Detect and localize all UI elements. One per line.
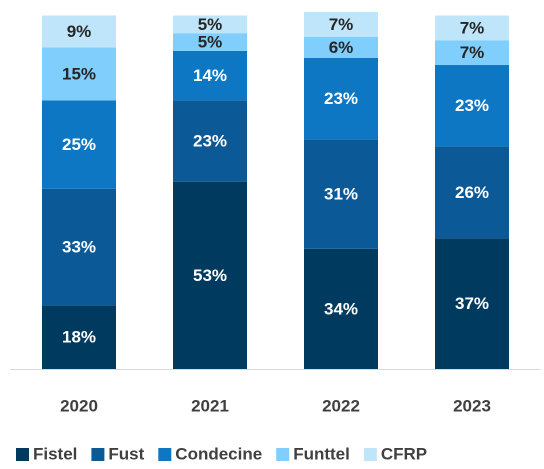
bar-segment — [304, 57, 378, 140]
data-label: 7% — [460, 43, 485, 62]
data-label: 6% — [329, 38, 354, 57]
bar-segment — [304, 248, 378, 369]
data-label: 23% — [193, 131, 227, 150]
legend-swatch — [16, 448, 29, 461]
bar-segment — [435, 65, 509, 147]
legend-label: Funttel — [293, 444, 350, 463]
bar-segment — [435, 15, 509, 41]
legend-swatch — [276, 448, 290, 461]
bar-segment — [435, 40, 509, 66]
legend-label: CFRP — [381, 444, 427, 463]
data-label: 15% — [62, 64, 96, 83]
bar-segment — [304, 12, 378, 37]
data-label: 7% — [329, 15, 354, 34]
bar-segment — [435, 146, 509, 239]
data-label: 25% — [62, 135, 96, 154]
bar-segment — [42, 305, 116, 369]
data-label: 33% — [62, 238, 96, 257]
data-label: 9% — [67, 22, 92, 41]
legend-label: Condecine — [175, 444, 262, 463]
bar-segment — [304, 36, 378, 58]
data-label: 18% — [62, 328, 96, 347]
data-label: 5% — [198, 15, 223, 34]
data-label: 5% — [198, 33, 223, 52]
bar-segment — [42, 47, 116, 101]
data-label: 34% — [324, 299, 358, 318]
x-tick-label: 2023 — [453, 396, 491, 415]
legend-swatch — [363, 448, 377, 461]
bar-segment — [304, 139, 378, 249]
x-tick-label: 2021 — [191, 396, 229, 415]
bar-segment — [42, 15, 116, 48]
data-label: 14% — [193, 66, 227, 85]
data-label: 53% — [193, 266, 227, 285]
bar-segment — [173, 50, 247, 101]
legend-label: Fistel — [33, 444, 77, 463]
bar-segment — [173, 15, 247, 34]
legend-swatch — [91, 448, 105, 461]
bar-segment — [42, 188, 116, 306]
bar-segment — [435, 238, 509, 369]
x-tick-label: 2020 — [60, 396, 98, 415]
bar-segment — [42, 100, 116, 189]
data-label: 23% — [455, 96, 489, 115]
x-tick-label: 2022 — [322, 396, 360, 415]
data-label: 7% — [460, 18, 485, 37]
bar-segment — [173, 100, 247, 182]
bar-segment — [173, 181, 247, 369]
legend-swatch — [158, 448, 172, 461]
data-label: 37% — [455, 294, 489, 313]
data-label: 31% — [324, 185, 358, 204]
bar-segment — [173, 33, 247, 51]
data-label: 23% — [324, 89, 358, 108]
legend-label: Fust — [108, 444, 144, 463]
data-label: 26% — [455, 183, 489, 202]
